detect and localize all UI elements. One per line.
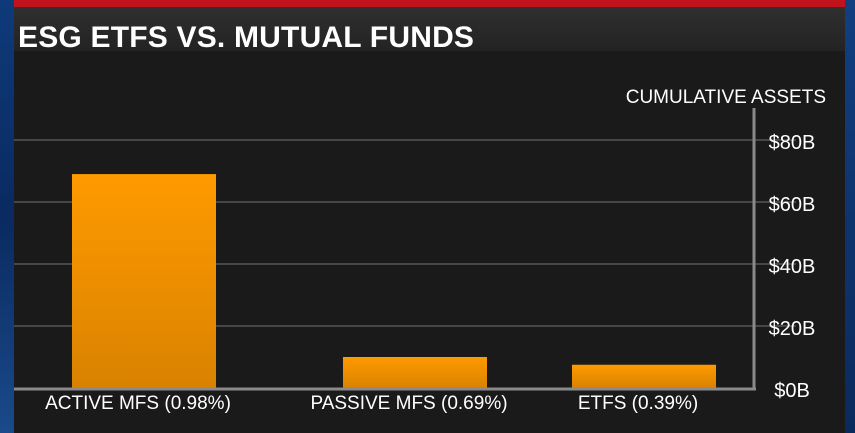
- bar-chart: $0B $20B $40B $60B $80B CUMULATIVE ASSETS ACTI…: [14, 87, 826, 414]
- bars: [72, 174, 716, 388]
- bar: [572, 364, 716, 388]
- y-tick-label: $20B: [769, 318, 816, 340]
- chart-title: ESG ETFS VS. MUTUAL FUNDS: [18, 21, 475, 54]
- top-accent-line: [14, 0, 845, 7]
- axis: [14, 108, 756, 391]
- y-tick-label: $60B: [769, 194, 816, 216]
- y-tick-label: $80B: [769, 132, 816, 154]
- x-category-label: ACTIVE MFS (0.98%): [45, 393, 231, 414]
- background-edge-left: [0, 0, 14, 433]
- labels: $0B $20B $40B $60B $80B CUMULATIVE ASSETS ACTI…: [45, 87, 826, 414]
- y-tick-label: $0B: [774, 380, 810, 402]
- y-tick-label: $40B: [769, 256, 816, 278]
- bar: [343, 357, 487, 388]
- y-axis-title: CUMULATIVE ASSETS: [626, 87, 826, 108]
- background-edge-right: [845, 0, 855, 433]
- x-category-label: ETFS (0.39%): [578, 393, 698, 414]
- bar: [72, 174, 216, 388]
- chart-panel: ESG ETFS VS. MUTUAL FUNDS $0B $20B $40B $60…: [14, 0, 845, 433]
- x-category-label: PASSIVE MFS (0.69%): [310, 393, 507, 414]
- title-bar: ESG ETFS VS. MUTUAL FUNDS: [14, 7, 845, 54]
